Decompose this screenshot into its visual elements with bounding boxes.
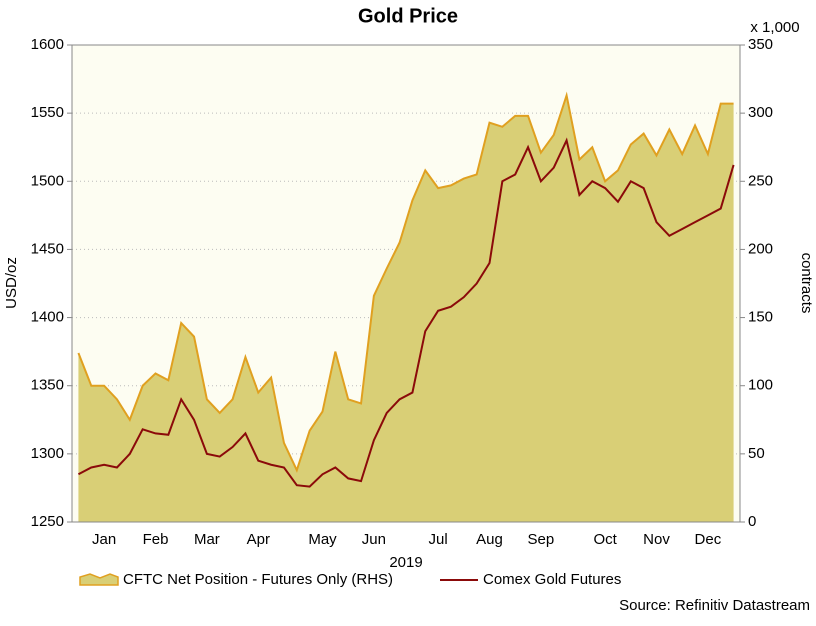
legend-label: CFTC Net Position - Futures Only (RHS) [123,571,393,588]
x-tick-label: Oct [593,531,617,548]
y2-tick-label: 200 [748,240,773,257]
plot-frame [71,44,741,523]
x-tick-label: Jan [92,531,116,548]
y2-tick-label: 250 [748,172,773,189]
area-fill [78,95,734,522]
y2-tick-label: 100 [748,377,773,394]
y2-tick-label: 0 [748,513,756,530]
x-tick-label: Nov [643,531,670,548]
y2-tick-label: 350 [748,36,773,53]
y-tick-label: 1500 [31,172,64,189]
y-axis-label: USD/oz [3,257,20,309]
x-tick-label: Jun [362,531,386,548]
x-axis-label: 2019 [389,554,422,571]
x-tick-label: Feb [143,531,169,548]
area-line [77,91,734,473]
y-tick-label: 1450 [31,240,64,257]
y-tick-label: 1300 [31,445,64,462]
series-line [77,137,735,488]
y-tick-label: 1600 [31,36,64,53]
chart-title: Gold Price [358,5,458,27]
x-tick-label: Mar [194,531,220,548]
y2-tick-label: 150 [748,309,773,326]
x-tick-label: Sep [528,531,555,548]
x-tick-label: Apr [247,531,270,548]
y-tick-label: 1400 [31,309,64,326]
y2-tick-label: 300 [748,104,773,121]
x-tick-label: Dec [695,531,722,548]
y2-tick-label: 50 [748,445,765,462]
x-tick-label: Aug [476,531,503,548]
y2-axis-label: contracts [798,253,815,314]
x-tick-label: Jul [429,531,448,548]
y-tick-label: 1350 [31,377,64,394]
y2-unit: x 1,000 [750,19,799,36]
legend-label: Comex Gold Futures [483,571,621,588]
x-tick-label: May [308,531,337,548]
y-tick-label: 1250 [31,513,64,530]
y-tick-label: 1550 [31,104,64,121]
source: Source: Refinitiv Datastream [619,597,810,614]
legend-swatch [79,573,119,586]
